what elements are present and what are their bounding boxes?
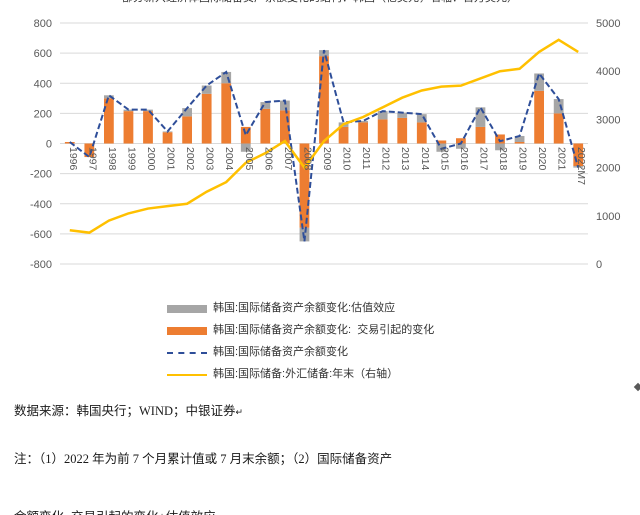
svg-text:2017: 2017 — [477, 147, 489, 171]
svg-text:2003: 2003 — [204, 147, 216, 171]
svg-text:2008: 2008 — [301, 147, 313, 171]
svg-text:0: 0 — [596, 259, 602, 271]
svg-text:2021: 2021 — [556, 147, 568, 171]
svg-text:2013: 2013 — [399, 147, 411, 171]
svg-text:800: 800 — [34, 18, 52, 30]
svg-text:-600: -600 — [30, 229, 52, 241]
svg-text:3000: 3000 — [596, 114, 620, 126]
svg-text:1998: 1998 — [106, 147, 118, 171]
svg-text:2006: 2006 — [262, 147, 274, 171]
svg-text:200: 200 — [34, 108, 52, 120]
svg-text:-200: -200 — [30, 169, 52, 181]
svg-text:2022M7: 2022M7 — [575, 147, 587, 185]
svg-text:2012: 2012 — [380, 147, 392, 171]
svg-text:1997: 1997 — [86, 147, 98, 171]
svg-text:2000: 2000 — [596, 163, 620, 175]
svg-text:2002: 2002 — [184, 147, 196, 171]
svg-text:2010: 2010 — [341, 147, 353, 171]
svg-text:0: 0 — [46, 139, 52, 151]
svg-text:1000: 1000 — [596, 211, 620, 223]
svg-text:2015: 2015 — [438, 147, 450, 171]
svg-text:400: 400 — [34, 78, 52, 90]
svg-text:2009: 2009 — [321, 147, 333, 171]
svg-text:2016: 2016 — [458, 147, 470, 171]
svg-text:2000: 2000 — [145, 147, 157, 171]
svg-text:4000: 4000 — [596, 66, 620, 78]
svg-text:-800: -800 — [30, 259, 52, 271]
svg-text:-400: -400 — [30, 199, 52, 211]
svg-text:2011: 2011 — [360, 147, 372, 170]
svg-text:2001: 2001 — [165, 147, 177, 171]
svg-text:1999: 1999 — [125, 147, 137, 171]
svg-text:2007: 2007 — [282, 147, 294, 171]
svg-text:2018: 2018 — [497, 147, 509, 171]
svg-text:2020: 2020 — [536, 147, 548, 171]
svg-text:2019: 2019 — [517, 147, 529, 171]
svg-text:5000: 5000 — [596, 18, 620, 30]
svg-text:600: 600 — [34, 48, 52, 60]
svg-text:1996: 1996 — [67, 147, 79, 171]
svg-text:2014: 2014 — [419, 147, 431, 171]
svg-text:2004: 2004 — [223, 147, 235, 171]
svg-text:2005: 2005 — [243, 147, 255, 171]
